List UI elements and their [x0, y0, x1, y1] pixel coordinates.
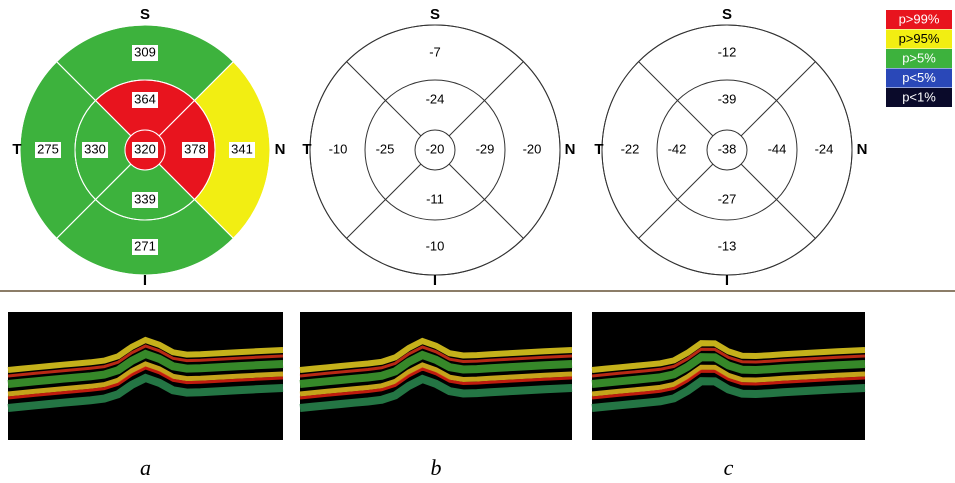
caption: b: [431, 455, 442, 480]
sector-value: 339: [134, 191, 156, 206]
sector-value: -44: [768, 141, 787, 156]
sector-value: 309: [134, 44, 156, 59]
legend-label: p>99%: [899, 11, 940, 26]
sector-value: 320: [134, 141, 156, 156]
sector-value: 330: [84, 141, 106, 156]
sector-value: -24: [815, 141, 834, 156]
sector-value: -38: [718, 141, 737, 156]
sector-value: -13: [718, 238, 737, 253]
direction: N: [565, 141, 576, 158]
sector-value: -20: [523, 141, 542, 156]
sector-value: -22: [621, 141, 640, 156]
direction: T: [12, 141, 21, 158]
legend-label: p<1%: [902, 89, 936, 104]
oct-scans: [8, 312, 865, 440]
legend-label: p<5%: [902, 70, 936, 85]
direction: I: [433, 272, 437, 289]
caption: c: [724, 455, 734, 480]
sector-value: -7: [429, 44, 441, 59]
sector-value: -27: [718, 191, 737, 206]
direction: I: [143, 272, 147, 289]
sector-value: -20: [426, 141, 445, 156]
direction: S: [722, 6, 732, 23]
sector-value: -12: [718, 44, 737, 59]
sector-value: -42: [668, 141, 687, 156]
direction: N: [275, 141, 286, 158]
sector-value: 378: [184, 141, 206, 156]
sector-value: -25: [376, 141, 395, 156]
sector-value: -29: [476, 141, 495, 156]
direction: T: [594, 141, 603, 158]
sector-value: 364: [134, 91, 156, 106]
direction: N: [857, 141, 868, 158]
sector-value: -10: [329, 141, 348, 156]
sector-value: -10: [426, 238, 445, 253]
sector-value: -39: [718, 91, 737, 106]
sector-value: 271: [134, 238, 156, 253]
direction: I: [725, 272, 729, 289]
sector-value: 275: [37, 141, 59, 156]
sector-value: 341: [231, 141, 253, 156]
direction: S: [140, 6, 150, 23]
direction: S: [430, 6, 440, 23]
legend-label: p>95%: [899, 31, 940, 46]
caption: a: [140, 455, 151, 480]
sector-value: -24: [426, 91, 445, 106]
sector-value: -11: [426, 191, 444, 206]
figure: p>99% p>95% p>5% p<5% p<1% 320 364 378 339 330 309…: [0, 0, 955, 483]
legend-label: p>5%: [902, 50, 936, 65]
direction: T: [302, 141, 311, 158]
